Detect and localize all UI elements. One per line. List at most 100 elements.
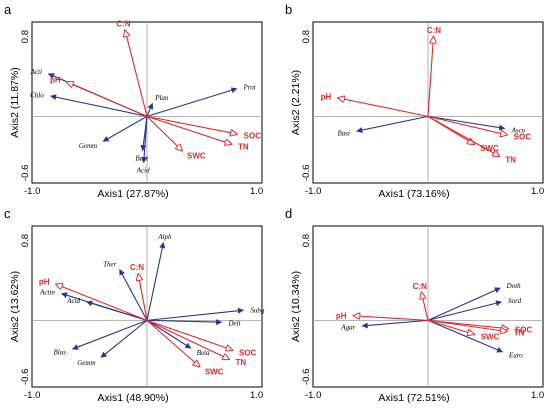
env-vector-soc — [146, 115, 237, 134]
taxa-label-ther: Ther — [103, 260, 117, 268]
taxa-label-blas: Blas — [54, 349, 67, 357]
taxa-label-agar: Agar — [340, 324, 355, 332]
taxa-vector-subg — [146, 307, 244, 321]
env-vector-tn — [146, 319, 229, 359]
y-tick-top: 0.8 — [301, 30, 312, 43]
env-vector-cn — [427, 37, 433, 117]
env-label-soc: SOC — [515, 325, 533, 334]
env-label-swc: SWC — [205, 367, 224, 376]
env-vector-tn — [427, 115, 499, 156]
taxa-label-subg: Subg — [250, 306, 264, 314]
taxa-label-chlo: Chlo — [30, 92, 44, 100]
x-tick-right: 1.0 — [250, 186, 263, 197]
x-axis-label: Axis1 (72.51%) — [378, 392, 449, 404]
env-vector-tn — [146, 115, 231, 144]
x-axis-label: Axis1 (27.87%) — [97, 188, 168, 200]
taxa-vector-sord — [427, 300, 502, 321]
y-tick-bottom: -0.6 — [20, 369, 31, 385]
env-vector-swc — [427, 319, 474, 334]
x-axis-label: Axis1 (73.16%) — [378, 188, 449, 200]
y-tick-bottom: -0.6 — [301, 369, 312, 385]
taxa-vector-acid — [86, 300, 148, 321]
taxa-vector-doth — [427, 287, 501, 321]
y-axis-label: Axis2 (10.34%) — [290, 271, 302, 342]
taxa-vector-blas — [71, 319, 148, 350]
taxa-label-acti: Acti — [30, 68, 42, 76]
env-label-ph: pH — [39, 278, 50, 287]
taxa-label-euro: Euro — [508, 352, 523, 360]
taxa-label-gemm: Gemm — [77, 359, 95, 367]
taxa-label-acid: Acid — [136, 167, 150, 175]
panel-label: b — [285, 2, 292, 17]
x-tick-right: 1.0 — [250, 390, 263, 401]
taxa-vector-delt — [146, 319, 223, 326]
env-label-ph: pH — [336, 311, 347, 320]
taxa-vector-plan — [146, 102, 154, 117]
env-label-swc: SWC — [481, 332, 500, 341]
env-label-cn: C:N — [427, 26, 441, 35]
taxa-vector-gemm — [100, 319, 148, 358]
taxa-label-gemm: Gemm — [79, 142, 97, 150]
taxa-label-actin: Actin — [39, 288, 55, 296]
taxa-label-asco: Asco — [511, 126, 526, 134]
y-tick-top: 0.8 — [301, 234, 312, 247]
taxa-vector-euro — [427, 319, 504, 353]
env-vector-cn — [138, 274, 148, 321]
env-label-swc: SWC — [187, 152, 206, 161]
y-tick-bottom: -0.6 — [20, 165, 31, 181]
panel-label: d — [285, 206, 292, 221]
taxa-vector-beta — [146, 319, 192, 349]
env-vector-swc — [146, 319, 200, 366]
panel-a: a -1.0 1.0 0.8 -0.6 Axis1 (27.87%) Axis2 (11.8… — [4, 2, 263, 200]
env-label-cn: C:N — [130, 263, 144, 272]
x-tick-left: -1.0 — [305, 186, 321, 197]
taxa-vector-prot — [146, 87, 238, 117]
taxa-label-prot: Prot — [242, 84, 256, 92]
taxa-vector-basi — [356, 115, 429, 134]
taxa-vector-asco — [427, 115, 506, 131]
taxa-label-beta: Beta — [197, 349, 210, 357]
env-label-ph: pH — [321, 92, 332, 101]
env-label-soc: SOC — [239, 348, 257, 357]
env-label-soc: SOC — [244, 131, 262, 140]
env-vector-soc — [146, 319, 232, 350]
env-label-tn: TN — [505, 156, 516, 165]
panel-label: a — [4, 2, 12, 17]
panel-b: b -1.0 1.0 0.8 -0.6 Axis1 (73.16%) Axis2 (2.21… — [285, 2, 544, 200]
y-tick-top: 0.8 — [20, 30, 31, 43]
x-tick-left: -1.0 — [305, 390, 321, 401]
env-vector-ph — [56, 284, 148, 321]
env-vector-cn — [125, 30, 148, 117]
taxa-label-doth: Doth — [506, 282, 522, 290]
env-label-swc: SWC — [480, 144, 499, 153]
taxa-label-sord: Sord — [508, 297, 521, 305]
taxa-vector-alph — [146, 242, 166, 321]
y-axis-label: Axis2 (13.62%) — [9, 271, 21, 342]
env-label-cn: C:N — [413, 282, 427, 291]
taxa-vector-ther — [119, 268, 148, 321]
env-label-ph: pH — [50, 75, 61, 84]
y-tick-bottom: -0.6 — [301, 165, 312, 181]
x-tick-left: -1.0 — [24, 390, 40, 401]
taxa-label-plan: Plan — [154, 94, 169, 102]
env-vector-tn — [427, 319, 507, 331]
taxa-label-bact: Bact — [135, 155, 149, 163]
env-label-soc: SOC — [514, 132, 532, 141]
env-label-cn: C:N — [116, 20, 130, 29]
x-tick-right: 1.0 — [531, 186, 544, 197]
env-vector-ph — [338, 98, 429, 117]
taxa-label-acid: Acid — [66, 297, 80, 305]
panel-d: d -1.0 1.0 0.8 -0.6 Axis1 (72.51%) Axis2 (10.3… — [285, 206, 544, 404]
panel-label: c — [4, 206, 11, 221]
taxa-label-delt: Delt — [227, 319, 241, 327]
taxa-vector-gemm — [102, 115, 148, 142]
taxa-vector-chlo — [50, 94, 148, 117]
env-vector-ph — [354, 316, 429, 321]
y-tick-top: 0.8 — [20, 234, 31, 247]
x-axis-label: Axis1 (48.90%) — [97, 392, 168, 404]
panel-c: c -1.0 1.0 0.8 -0.6 Axis1 (48.90%) Axis2 (13.6… — [4, 206, 265, 404]
x-tick-right: 1.0 — [531, 390, 544, 401]
env-vector-cn — [421, 293, 429, 321]
y-axis-label: Axis2 (11.87%) — [9, 67, 21, 137]
